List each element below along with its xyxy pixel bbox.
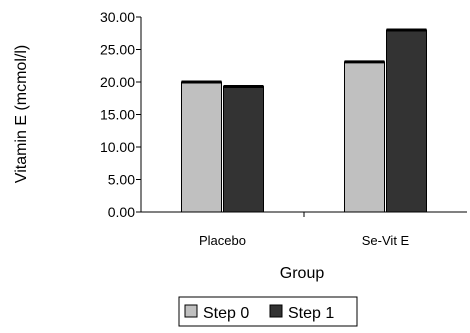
y-tick-label: 0.00 — [108, 204, 135, 220]
y-tick-label: 25.00 — [100, 42, 135, 58]
x-category-label: Placebo — [199, 233, 246, 248]
y-tick-label: 5.00 — [108, 172, 135, 188]
x-axis-title: Group — [280, 265, 325, 282]
legend-swatch-step-1 — [269, 304, 283, 318]
x-category-label: Se-Vit E — [362, 233, 410, 248]
bar-step-1-se-vit-e — [386, 29, 427, 213]
legend-label-step-1: Step 1 — [288, 305, 334, 322]
y-tick-label: 15.00 — [100, 107, 135, 123]
y-tick-label: 10.00 — [100, 139, 135, 155]
y-tick-label: 20.00 — [100, 74, 135, 90]
legend-box — [178, 296, 358, 327]
bar-step-1-placebo — [223, 86, 264, 213]
bar-step-0-se-vit-e — [344, 61, 385, 213]
legend-label-step-0: Step 0 — [203, 305, 249, 322]
legend-swatch-step-0 — [184, 304, 198, 318]
bar-step-0-placebo — [181, 81, 222, 213]
legend: Step 0 Step 1 — [178, 296, 358, 327]
y-tick-label: 30.00 — [100, 9, 135, 25]
y-axis-title: Vitamin E (mcmol/l) — [13, 45, 30, 183]
